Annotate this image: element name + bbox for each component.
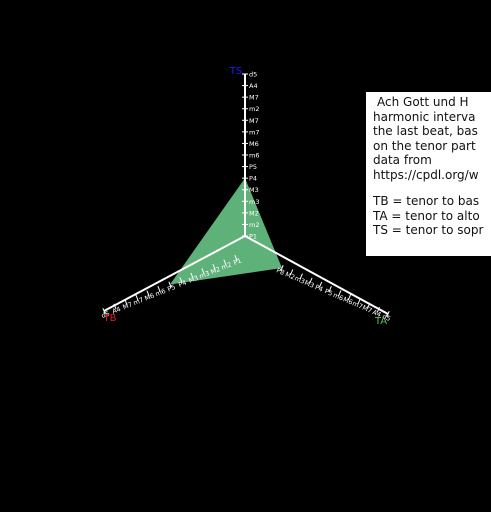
tick-label: M2 [249, 209, 259, 217]
tick-mark [357, 298, 361, 305]
tick-label: m6 [332, 291, 345, 303]
tick-label: m3 [249, 198, 259, 206]
tick-mark [212, 263, 216, 270]
info-line: harmonic interva [373, 109, 476, 124]
tick-mark [135, 294, 139, 301]
axis-tb-label: TB [103, 313, 117, 324]
info-link[interactable]: https://cpdl.org/w [373, 167, 479, 182]
tick-mark [201, 268, 205, 275]
tick-label: A4 [111, 305, 122, 316]
tick-mark [338, 290, 342, 297]
tick-mark [179, 277, 183, 284]
axis-ta-label: TA [374, 316, 387, 327]
tick-label: M3 [303, 279, 315, 290]
tick-mark [223, 259, 227, 266]
tick-label: P1 [249, 233, 257, 241]
legend-tb: TB = tenor to bas [373, 194, 480, 208]
legend-ts: TS = tenor to sopr [373, 223, 484, 237]
axis-tb-line [103, 235, 246, 312]
legend-ta: TA = tenor to alto [373, 208, 480, 223]
tick-label: m7 [351, 299, 364, 311]
tick-label: m3 [293, 274, 306, 286]
tick-label: P5 [323, 287, 334, 298]
tick-mark [328, 285, 332, 292]
tick-label: A4 [249, 82, 258, 90]
tick-label: M3 [187, 274, 199, 285]
tick-label: m6 [249, 152, 259, 160]
tick-mark [168, 281, 172, 288]
tick-label: M7 [361, 304, 373, 315]
info-line: data from [373, 153, 432, 167]
axes-layer: P1m2M2m3M3P4P5m6M6m7M7m2M7A4d5TSP1m2M2m3… [100, 66, 392, 327]
info-title: Ach Gott und H [377, 95, 469, 109]
tick-label: M7 [249, 117, 259, 125]
tick-label: m3 [198, 269, 211, 280]
tick-label: P4 [177, 279, 187, 289]
tick-label: P1 [232, 256, 242, 266]
tick-mark [113, 303, 117, 310]
tick-label: m2 [249, 221, 259, 229]
tick-label: P5 [249, 163, 257, 171]
tick-label: m6 [154, 287, 167, 298]
tick-mark [234, 255, 238, 261]
tick-mark [289, 269, 294, 276]
info-panel: Ach Gott und H harmonic interva the last… [366, 92, 491, 256]
axis-ta-line [244, 235, 389, 315]
tick-label: P8 [275, 266, 286, 277]
tick-mark [146, 290, 150, 297]
tick-mark [190, 272, 194, 279]
interval-polygon [170, 178, 282, 285]
tick-label: M2 [284, 270, 296, 281]
tick-label: M6 [143, 292, 155, 303]
tick-label: M7 [249, 94, 259, 102]
tick-mark [157, 285, 161, 292]
tick-label: m2 [220, 260, 233, 271]
tick-label: P4 [249, 175, 257, 183]
tick-mark [318, 281, 323, 288]
tick-label: P5 [166, 283, 176, 293]
tick-label: d5 [381, 312, 392, 323]
tick-mark [124, 299, 128, 306]
axis-ts-label: TS [229, 66, 242, 77]
tick-mark [386, 311, 390, 317]
tick-label: A4 [371, 308, 382, 319]
tick-mark [102, 308, 106, 314]
tick-mark [309, 277, 313, 284]
tick-label: M2 [209, 265, 221, 276]
info-line: the last beat, bas [373, 124, 478, 138]
tick-label: m7 [132, 296, 145, 307]
tick-label: d5 [100, 309, 111, 320]
tick-label: M3 [249, 186, 259, 194]
tick-label: M7 [121, 300, 133, 311]
tick-label: M6 [342, 295, 354, 306]
tick-label: m7 [249, 128, 259, 136]
tick-label: M6 [249, 140, 259, 148]
tick-mark [299, 273, 303, 280]
tick-label: d5 [249, 71, 257, 79]
tick-mark [376, 306, 381, 313]
tick-label: m2 [249, 105, 259, 113]
tick-mark [347, 294, 352, 301]
tick-mark [280, 265, 284, 271]
tick-label: P4 [314, 283, 325, 294]
info-line: on the tenor part [373, 138, 476, 153]
tick-mark [367, 302, 371, 309]
